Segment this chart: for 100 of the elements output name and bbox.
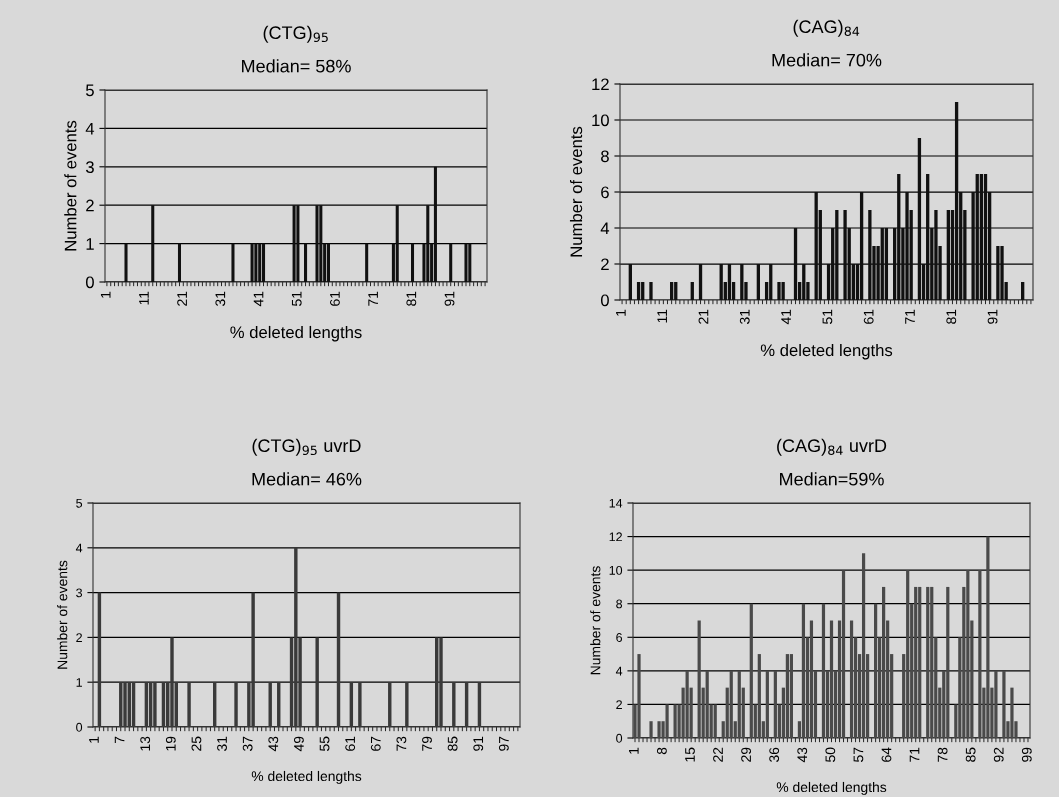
y-tick-label: 10 bbox=[609, 565, 623, 575]
y-tick-label: 0 bbox=[85, 276, 94, 289]
bar bbox=[986, 536, 990, 738]
bar bbox=[685, 670, 689, 738]
bar bbox=[713, 704, 717, 738]
x-tick-label: 41 bbox=[253, 291, 264, 307]
y-tick-label: 5 bbox=[76, 498, 83, 508]
bar bbox=[464, 243, 468, 282]
bar bbox=[673, 704, 677, 738]
bar bbox=[719, 264, 723, 300]
bar bbox=[849, 620, 854, 738]
bar bbox=[769, 264, 773, 300]
bar bbox=[777, 282, 781, 300]
bar bbox=[978, 570, 982, 738]
y-axis-title: Number of events bbox=[569, 126, 583, 257]
chart-subtitle: Median= 70% bbox=[772, 53, 882, 67]
bar bbox=[250, 243, 254, 282]
bar bbox=[151, 205, 155, 282]
chart-title: (CAG)$_{84}$ uvrD bbox=[777, 438, 887, 456]
bar bbox=[254, 243, 258, 282]
chart-subtitle: Median=59% bbox=[780, 472, 884, 486]
x-tick-label: 31 bbox=[739, 309, 750, 324]
y-tick-label: 4 bbox=[75, 543, 83, 553]
x-tick-label: 13 bbox=[140, 736, 151, 751]
bar bbox=[757, 654, 761, 738]
bar bbox=[1002, 670, 1006, 738]
bar bbox=[835, 210, 839, 300]
y-tick-label: 1 bbox=[76, 678, 82, 687]
bar bbox=[781, 282, 785, 300]
x-tick-label: 71 bbox=[905, 309, 915, 324]
x-tick-label: 22 bbox=[713, 747, 723, 762]
x-tick-label: 1 bbox=[629, 747, 639, 754]
bar bbox=[829, 620, 834, 738]
x-tick-label: 85 bbox=[965, 747, 976, 762]
y-tick-label: 3 bbox=[76, 588, 83, 598]
y-tick-label: 4 bbox=[85, 122, 95, 135]
bar bbox=[698, 264, 703, 300]
x-tick-label: 21 bbox=[698, 309, 709, 324]
bar bbox=[859, 192, 864, 300]
y-tick-label: 12 bbox=[592, 78, 609, 91]
bar bbox=[657, 721, 661, 738]
bar bbox=[996, 246, 1000, 300]
bar bbox=[926, 586, 930, 738]
y-tick-label: 0 bbox=[76, 722, 83, 732]
x-tick-label: 31 bbox=[217, 736, 227, 751]
bar bbox=[785, 654, 789, 738]
y-axis-title: Number of events bbox=[590, 566, 601, 675]
bar bbox=[918, 586, 922, 738]
bar bbox=[315, 205, 319, 282]
bar bbox=[861, 553, 866, 738]
bar bbox=[946, 210, 950, 300]
bar bbox=[930, 586, 934, 738]
bar bbox=[124, 243, 128, 282]
bar bbox=[821, 603, 826, 738]
y-tick-label: 5 bbox=[85, 84, 94, 97]
bar bbox=[756, 264, 761, 300]
x-tick-label: 78 bbox=[937, 747, 948, 762]
bar bbox=[802, 264, 806, 300]
bar bbox=[690, 282, 694, 300]
x-tick-label: 61 bbox=[345, 736, 356, 751]
bar bbox=[897, 174, 901, 300]
x-axis-title: % deleted lengths bbox=[251, 770, 362, 784]
bar bbox=[262, 243, 266, 282]
x-tick-label: 36 bbox=[769, 747, 780, 762]
bar bbox=[636, 282, 641, 300]
x-tick-label: 21 bbox=[177, 291, 187, 306]
x-tick-label: 11 bbox=[139, 291, 149, 305]
chart-title: (CTG)$_{95}$ uvrD bbox=[252, 438, 361, 456]
y-tick-label: 6 bbox=[601, 186, 609, 199]
bar bbox=[258, 243, 262, 282]
chart-subtitle: Median= 58% bbox=[242, 59, 351, 73]
bar bbox=[649, 721, 653, 738]
x-tick-label: 71 bbox=[909, 747, 920, 762]
y-tick-label: 8 bbox=[616, 599, 623, 609]
bar bbox=[765, 670, 769, 738]
bar bbox=[749, 603, 753, 738]
x-axis-title: % deleted lengths bbox=[776, 781, 887, 795]
x-tick-label: 73 bbox=[396, 736, 407, 751]
bar bbox=[868, 210, 872, 300]
y-axis-title: Number of events bbox=[57, 560, 68, 669]
bar bbox=[319, 205, 323, 282]
x-tick-label: 29 bbox=[741, 747, 752, 762]
bar bbox=[914, 586, 918, 738]
bar bbox=[882, 586, 886, 738]
bar bbox=[934, 210, 938, 300]
x-tick-label: 99 bbox=[1021, 747, 1032, 762]
bar bbox=[1021, 282, 1025, 300]
bar bbox=[966, 570, 970, 738]
y-tick-label: 8 bbox=[601, 150, 609, 163]
x-tick-label: 61 bbox=[330, 291, 340, 306]
bar bbox=[1000, 246, 1004, 300]
bar bbox=[727, 264, 732, 300]
bar bbox=[917, 138, 922, 300]
x-tick-label: 19 bbox=[165, 736, 176, 751]
bar bbox=[304, 243, 308, 282]
y-tick-label: 2 bbox=[76, 633, 82, 642]
bar bbox=[926, 174, 930, 300]
bar bbox=[946, 586, 950, 738]
x-tick-label: 31 bbox=[215, 291, 226, 306]
x-tick-label: 57 bbox=[853, 747, 864, 762]
